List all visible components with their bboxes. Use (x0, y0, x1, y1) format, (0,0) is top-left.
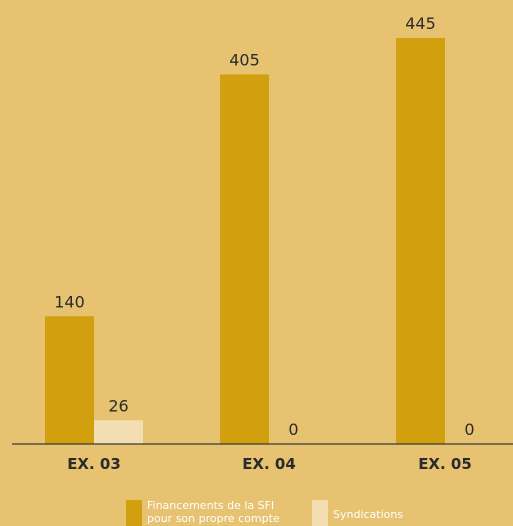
legend-swatch-syndications (312, 500, 328, 526)
bar-ex03-series1 (45, 316, 94, 444)
value-label-ex04-series2: 0 (288, 420, 298, 439)
value-labels-group: 140 26 405 0 445 0 (54, 14, 474, 439)
category-label-ex03: EX. 03 (67, 455, 121, 473)
bar-ex03-series2 (94, 420, 143, 444)
legend-label-syndications: Syndications (333, 508, 403, 521)
legend: Financements de la SFI pour son propre c… (126, 499, 403, 526)
bars-group (45, 38, 445, 444)
category-label-ex05: EX. 05 (418, 455, 472, 473)
bar-ex04-series1 (220, 74, 269, 444)
legend-label-financements-line2: pour son propre compte (147, 512, 280, 525)
value-label-ex03-series2: 26 (108, 396, 128, 415)
value-label-ex03-series1: 140 (54, 292, 85, 311)
value-label-ex04-series1: 405 (229, 50, 260, 69)
legend-label-financements-line1: Financements de la SFI (147, 499, 274, 512)
value-label-ex05-series1: 445 (405, 14, 436, 33)
category-label-ex04: EX. 04 (242, 455, 296, 473)
value-label-ex05-series2: 0 (464, 420, 474, 439)
legend-swatch-financements (126, 500, 142, 526)
bar-ex05-series1 (396, 38, 445, 444)
category-labels-group: EX. 03 EX. 04 EX. 05 (67, 455, 472, 473)
